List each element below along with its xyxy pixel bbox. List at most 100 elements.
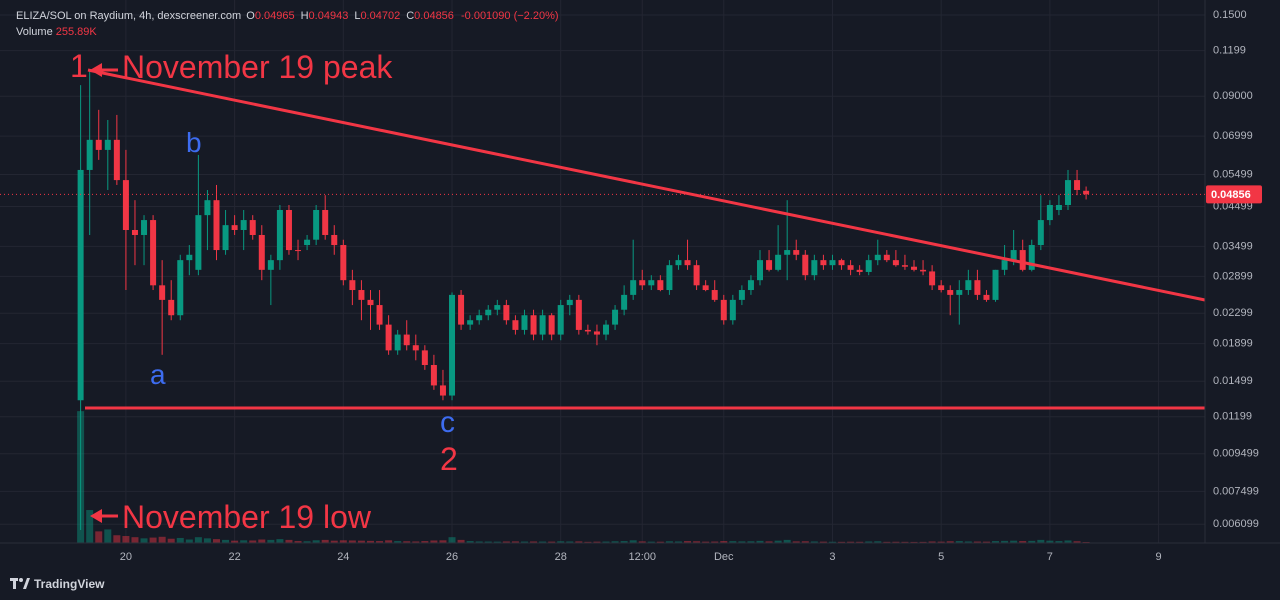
candle-body	[530, 315, 537, 335]
volume-bar	[394, 541, 402, 543]
legend-row: Volume 255.89K	[16, 24, 563, 40]
candle-body	[512, 320, 519, 330]
volume-bar	[874, 541, 882, 543]
candle-body	[956, 290, 963, 295]
candle-body	[295, 250, 302, 252]
volume-bar	[575, 541, 583, 543]
candle-body	[476, 315, 483, 321]
candle-body	[820, 260, 827, 266]
candle-body	[403, 334, 410, 346]
volume-bar	[883, 541, 891, 543]
volume-bar	[466, 541, 474, 543]
volume-bar	[539, 541, 547, 543]
candle-body	[313, 209, 320, 240]
candle-body	[421, 350, 428, 366]
x-tick-label: 26	[446, 551, 458, 563]
volume-bar	[992, 541, 1000, 543]
volume-bar	[330, 540, 338, 543]
y-tick-label: 0.04499	[1213, 200, 1253, 212]
candle-body	[965, 280, 972, 291]
volume-bar	[312, 540, 320, 543]
candle-body	[729, 299, 736, 321]
candle-body	[412, 345, 419, 351]
logo	[10, 578, 30, 589]
candle-body	[548, 315, 555, 335]
candle-body	[249, 220, 256, 235]
volume-bar	[176, 537, 184, 543]
change: -0.001090 (−2.20%)	[460, 10, 559, 22]
volume-bar	[684, 541, 692, 543]
grid	[0, 0, 1205, 543]
candle-body	[865, 260, 872, 272]
candle-body	[177, 260, 184, 316]
volume-bar	[656, 541, 664, 543]
y-tick-label: 0.1199	[1213, 44, 1246, 56]
volume-bar	[792, 541, 800, 543]
candle-body	[376, 305, 383, 325]
candle-body	[113, 139, 120, 181]
candle-body	[331, 234, 338, 246]
candle-body	[430, 365, 437, 386]
volume-bar	[1046, 540, 1054, 543]
candle-body	[684, 260, 691, 266]
volume-bar	[892, 541, 900, 543]
volume-bar	[810, 541, 818, 543]
annotation: c	[440, 406, 455, 439]
candle-body	[1046, 205, 1053, 221]
candle-body	[648, 280, 655, 286]
volume-bar	[149, 537, 157, 543]
annotation: November 19 peak	[122, 49, 393, 85]
volume-bar	[1073, 541, 1081, 543]
candle-body	[856, 269, 863, 272]
volume-value: 255.89K	[55, 26, 97, 38]
volume-bar	[502, 541, 510, 543]
volume-bar	[1055, 541, 1063, 543]
candle-body	[340, 245, 347, 281]
volume-bar	[765, 541, 773, 543]
candle-body	[711, 290, 718, 300]
volume-bar	[276, 539, 284, 543]
candle-body	[983, 294, 990, 300]
y-tick-label: 0.09000	[1213, 90, 1253, 102]
volume-bar	[647, 541, 655, 543]
candle-body	[811, 260, 818, 276]
annotation: November 19 low	[122, 499, 372, 535]
volume-bar	[919, 541, 927, 543]
volume-bar	[258, 539, 266, 543]
volume-bar	[756, 540, 764, 543]
ohlc-key: C	[406, 10, 415, 22]
candle-body	[304, 239, 311, 246]
volume-bar	[457, 539, 465, 543]
volume-bar	[212, 539, 220, 543]
volume-bar	[557, 541, 565, 543]
volume-bar	[747, 541, 755, 543]
x-tick-label: 7	[1047, 551, 1053, 563]
ohlc-key: L	[354, 10, 361, 22]
arrow-head	[90, 509, 102, 523]
candle-body	[521, 315, 528, 330]
candle-body	[929, 271, 936, 286]
x-tick-label: Dec	[714, 551, 734, 563]
volume-bar	[620, 541, 628, 543]
legend: ELIZA/SOL on Raydium, 4h, dexscreener.co…	[16, 8, 563, 40]
volume-bar	[511, 541, 519, 543]
candle-body	[358, 290, 365, 300]
candle-body	[1055, 205, 1062, 210]
y-tick-label: 0.01499	[1213, 375, 1253, 387]
candle-body	[766, 260, 773, 270]
volume-bar	[1064, 540, 1072, 543]
annotation: 2	[440, 441, 458, 477]
volume-bar	[711, 541, 719, 543]
candle-body	[702, 285, 709, 291]
x-tick-label: 5	[938, 551, 944, 563]
x-tick-label: 9	[1156, 551, 1162, 563]
volume-bar	[964, 541, 972, 543]
ohlc-value: 0.04702	[360, 10, 401, 22]
volume-bar	[122, 536, 130, 543]
volume-bar	[131, 537, 139, 543]
candle-body	[639, 280, 646, 286]
volume-bar	[493, 541, 501, 543]
volume-bar	[946, 541, 954, 543]
label-layer: 0.1500 0.1199 0.09000 0.06999 0.05499 0.04499…	[0, 9, 1262, 563]
